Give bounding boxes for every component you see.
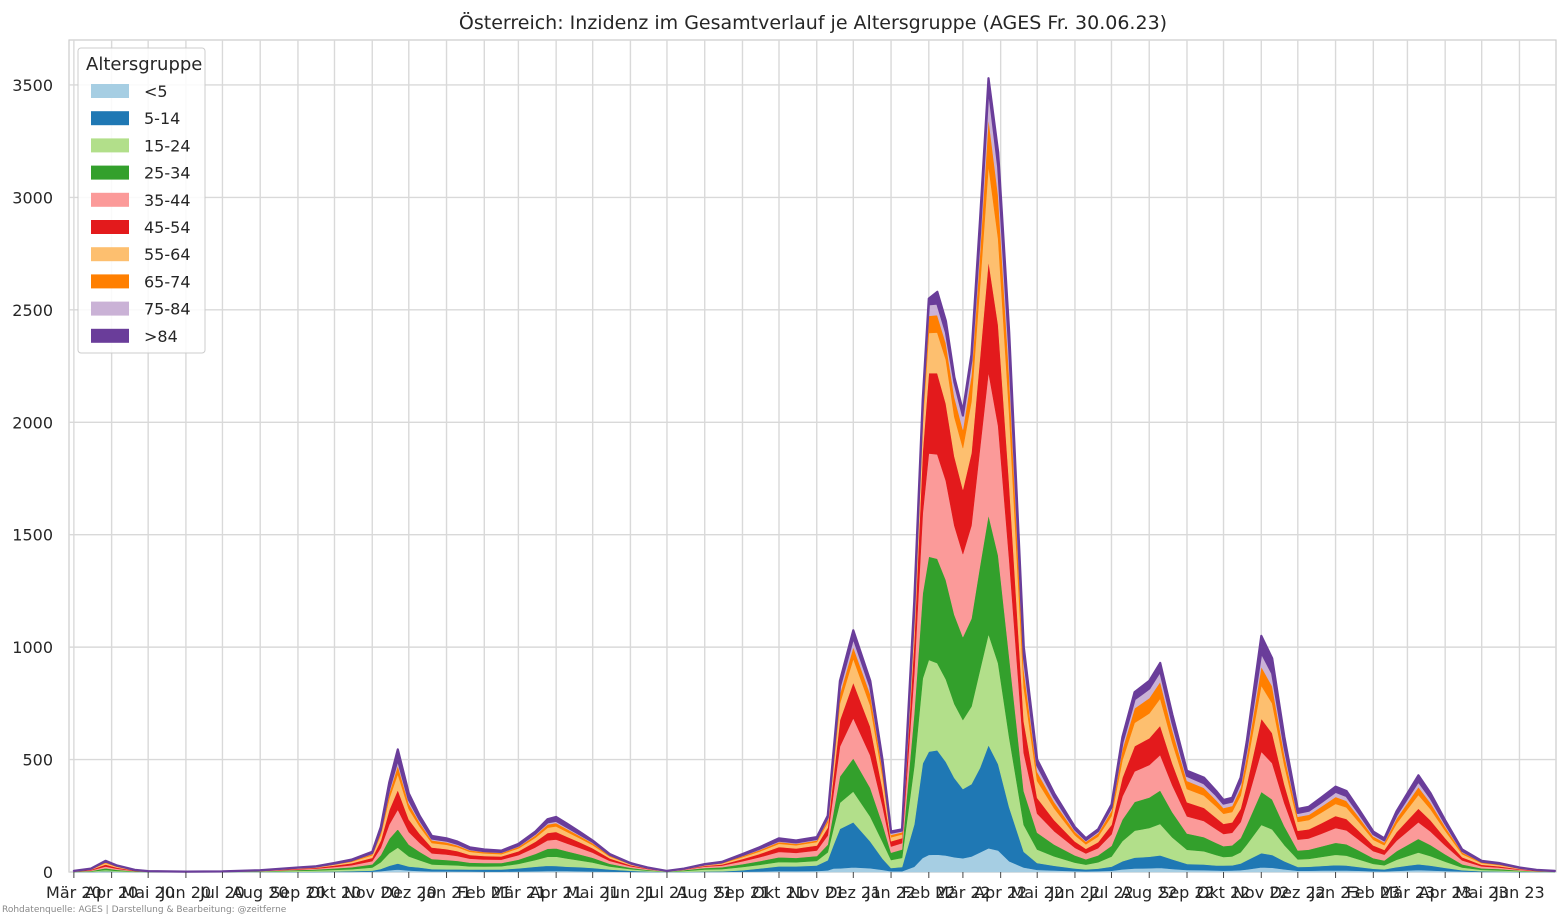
x-tick-label: Apr 22 <box>974 883 1027 902</box>
x-tick-label: Sep 22 <box>1159 883 1215 902</box>
x-tick-label: Mai 22 <box>1010 883 1064 902</box>
x-tick-label: Mai 23 <box>1455 883 1509 902</box>
x-tick-label: Sep 21 <box>715 883 771 902</box>
x-tick-label: Sep 20 <box>270 883 326 902</box>
legend-swatch <box>91 138 129 153</box>
legend-label: 45-54 <box>144 218 191 237</box>
y-tick-label: 1000 <box>12 638 53 657</box>
y-axis-tick-labels: 0 500 1000 1500 2000 2500 3000 3500 <box>12 76 53 882</box>
y-tick-label: 3000 <box>12 188 53 207</box>
legend-label: 5-14 <box>144 109 180 128</box>
x-tick-label: Mär 20 <box>46 883 102 902</box>
legend-swatch <box>91 220 129 234</box>
x-tick-label: Mär 21 <box>491 883 547 902</box>
x-tick-label: Aug 20 <box>232 883 289 902</box>
x-tick-label: Okt 22 <box>1197 883 1251 902</box>
legend-swatch <box>91 84 129 98</box>
legend-label: 75-84 <box>144 300 191 319</box>
y-tick-label: 1500 <box>12 526 53 545</box>
x-tick-label: Okt 21 <box>752 883 806 902</box>
y-tick-label: 0 <box>43 863 53 882</box>
legend-swatch <box>91 165 129 180</box>
x-tick-label: Jun 20 <box>160 883 211 902</box>
legend-label: >84 <box>144 327 178 346</box>
plot-area <box>68 39 1557 873</box>
x-tick-label: Jan 23 <box>1310 883 1361 902</box>
x-tick-label: Dez 22 <box>1270 883 1326 902</box>
y-gridlines <box>69 84 1556 873</box>
x-tick-label: Jan 21 <box>420 883 471 902</box>
legend-label: 65-74 <box>144 272 191 291</box>
x-tick-label: Aug 21 <box>676 883 733 902</box>
x-tick-label: Jun 21 <box>604 883 655 902</box>
legend-swatch <box>91 192 129 207</box>
x-tick-label: Mär 23 <box>1380 883 1436 902</box>
legend-swatch <box>91 328 129 343</box>
x-tick-label: Jun 22 <box>1049 883 1100 902</box>
x-tick-label: Apr 20 <box>85 883 138 902</box>
x-tick-label: Jul 20 <box>199 883 245 902</box>
x-tick-label: Feb 22 <box>902 883 956 902</box>
x-tick-label: Dez 20 <box>381 883 437 902</box>
x-tick-label: Nov 20 <box>344 883 401 902</box>
x-tick-label: Aug 22 <box>1121 883 1178 902</box>
x-tick-label: Mai 21 <box>566 883 620 902</box>
x-tick-label: Feb 23 <box>1346 883 1400 902</box>
x-tick-label: Apr 23 <box>1419 883 1472 902</box>
legend-swatch <box>91 301 129 316</box>
legend-title: Altersgruppe <box>86 54 202 75</box>
y-tick-label: 3500 <box>12 76 53 95</box>
x-tick-label: Mär 22 <box>935 883 991 902</box>
x-tick-label: Nov 22 <box>1233 883 1290 902</box>
legend-label: <5 <box>144 82 168 101</box>
y-tick-label: 2000 <box>12 413 53 432</box>
legend-label: 35-44 <box>144 191 191 210</box>
x-tick-label: Jul 22 <box>1088 883 1134 902</box>
x-tick-label: Jun 23 <box>1493 883 1544 902</box>
legend-swatch <box>91 111 129 126</box>
legend-label: 55-64 <box>144 245 191 264</box>
legend-items: <5 5-14 15-24 25-34 35-44 45-54 55-64 65-74 75-8… <box>91 82 191 346</box>
area-series-10 <box>72 77 1556 873</box>
legend-swatch <box>91 247 129 262</box>
x-tick-label: Okt 20 <box>308 883 362 902</box>
x-tick-label: Apr 21 <box>530 883 583 902</box>
source-note: Rohdatenquelle: AGES | Darstellung & Bea… <box>2 905 287 915</box>
legend-label: 15-24 <box>144 136 191 155</box>
chart-title: Österreich: Inzidenz im Gesamtverlauf je… <box>459 11 1167 34</box>
legend-swatch <box>91 274 129 289</box>
x-tick-label: Dez 21 <box>825 883 881 902</box>
legend-label: 25-34 <box>144 164 191 183</box>
x-tick-label: Jan 22 <box>865 883 916 902</box>
legend: Altersgruppe <5 5-14 15-24 25-34 35-44 45-54 5… <box>77 47 206 354</box>
x-tick-label: Feb 21 <box>457 883 511 902</box>
y-tick-label: 500 <box>22 751 53 770</box>
y-tick-label: 2500 <box>12 301 53 320</box>
x-tick-label: Mai 20 <box>121 883 175 902</box>
x-tick-label: Nov 21 <box>788 883 845 902</box>
x-tick-label: Jul 21 <box>644 883 690 902</box>
stacked-areas <box>72 77 1556 873</box>
